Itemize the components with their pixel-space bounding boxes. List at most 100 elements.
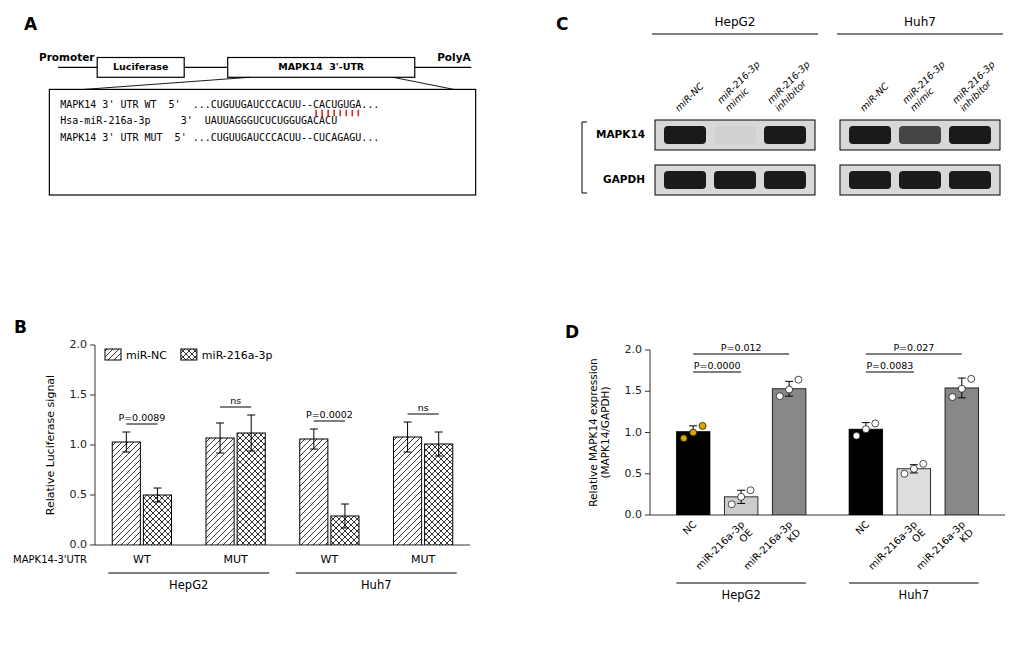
blot-box [840,165,1000,195]
row-label: GAPDH [603,173,645,185]
construct-label: MAPK14-3'UTR [13,554,87,565]
y-tick-label: 1.0 [625,426,643,439]
sequence-line: MAPK14 3' UTR MUT 5' ...CUGUUGAUCCCACUU-… [60,132,379,143]
sig-label: P=0.0089 [118,412,165,423]
group-underline [849,582,979,583]
panel-grouped-bar: B0.00.51.01.52.0P=0.0089WTnsMUTP=0.0002W… [13,317,470,592]
panel-blot: CMAPK14GAPDHHepG2miR-NCmiR-216-3pmimicmi… [556,14,1005,195]
y-tick [90,545,95,546]
y-tick-label: 0.5 [625,467,643,480]
band [849,126,891,144]
dot [776,393,783,400]
y-tick [90,445,95,446]
plot-area [112,415,453,545]
group-underline [108,572,269,573]
sig-bracket [314,421,345,422]
x-tick-label: MUT [223,553,248,566]
text-line: miR-216a-3p [866,519,919,572]
error-bar [341,504,349,528]
lane-label: miR-NC [673,80,706,113]
band [899,126,941,144]
panel-letter: A [24,14,38,34]
cell-line-label: HepG2 [722,588,761,602]
bar [897,469,931,515]
cell-line-header: Huh7 [904,15,936,29]
band [849,171,891,189]
panel-letter: C [556,14,568,34]
error-bar [404,422,412,452]
y-axis-label: Relative MAPK14 expression(MAPK14/GAPDH) [587,358,611,506]
error-bar [435,432,443,456]
legend: miR-NCmiR-216a-3p [105,349,273,362]
sig-label: P=0.027 [893,342,934,353]
polya-label: PolyA [437,51,471,63]
y-tick [90,395,95,396]
binding-mark [321,110,323,117]
text-line: (MAPK14/GAPDH) [599,386,611,478]
binding-mark [315,110,317,117]
bar [112,442,140,545]
dot [699,422,706,429]
dot [680,435,687,442]
binding-mark [333,110,335,117]
sequence-box [49,89,475,195]
figure: APromoterLuciferaseMAPK14 3'-UTRPolyAMAP… [0,0,1019,657]
promoter-label: Promoter [39,51,95,63]
text-line: miR-216a-3p [741,519,794,572]
dot [853,432,860,439]
error-bar [216,423,224,453]
sig-bracket [126,424,157,425]
sig-bracket [866,372,914,373]
lane-label: miR-216-3pinhibitor [765,59,820,114]
sig-label: P=0.0083 [866,360,913,371]
y-tick [645,432,650,433]
bar [300,439,328,545]
band [764,126,806,144]
sig-bracket [220,407,251,408]
y-tick-label: 0.0 [625,508,643,521]
error-bar [689,426,697,438]
panel-letter: D [565,322,579,342]
text-line: mimic [908,85,937,114]
sig-label: P=0.0002 [306,409,353,420]
binding-mark [351,110,353,117]
dot [968,375,975,382]
x-tick-label: miR-216a-3pKD [741,518,803,580]
dot [747,487,754,494]
sig-bracket [408,414,439,415]
y-tick [90,495,95,496]
header-underline [837,34,1003,35]
bar [206,438,234,545]
dot [958,385,965,392]
error-bar [122,432,130,452]
y-tick-label: 1.5 [70,388,88,401]
row-label: MAPK14 [596,128,645,140]
dot [949,394,956,401]
binding-mark [327,110,329,117]
x-tick-label: WT [321,553,339,566]
y-tick-label: 1.5 [625,384,643,397]
error-bar [310,429,318,449]
legend-swatch [105,349,121,360]
band [664,126,706,144]
y-tick-label: 2.0 [625,343,643,356]
cell-line-header: HepG2 [715,15,756,29]
plot-area [676,375,978,515]
y-tick [645,515,650,516]
text-line: miR-216a-3p [693,519,746,572]
error-bar [862,423,870,436]
y-tick-label: 0.0 [70,538,88,551]
sig-bracket [866,354,962,355]
band [714,126,756,144]
lane-label: miR-NC [858,80,891,113]
cell-line-label: Huh7 [361,578,392,592]
dot [795,376,802,383]
text-line: OE [737,527,755,545]
dot [786,386,793,393]
sig-label: P=0.012 [721,342,762,353]
panel-letter: B [14,317,27,337]
sig-bracket [693,372,741,373]
dot [872,420,879,427]
binding-mark [339,110,341,117]
x-tick-label: miR-216a-3pOE [866,519,927,580]
